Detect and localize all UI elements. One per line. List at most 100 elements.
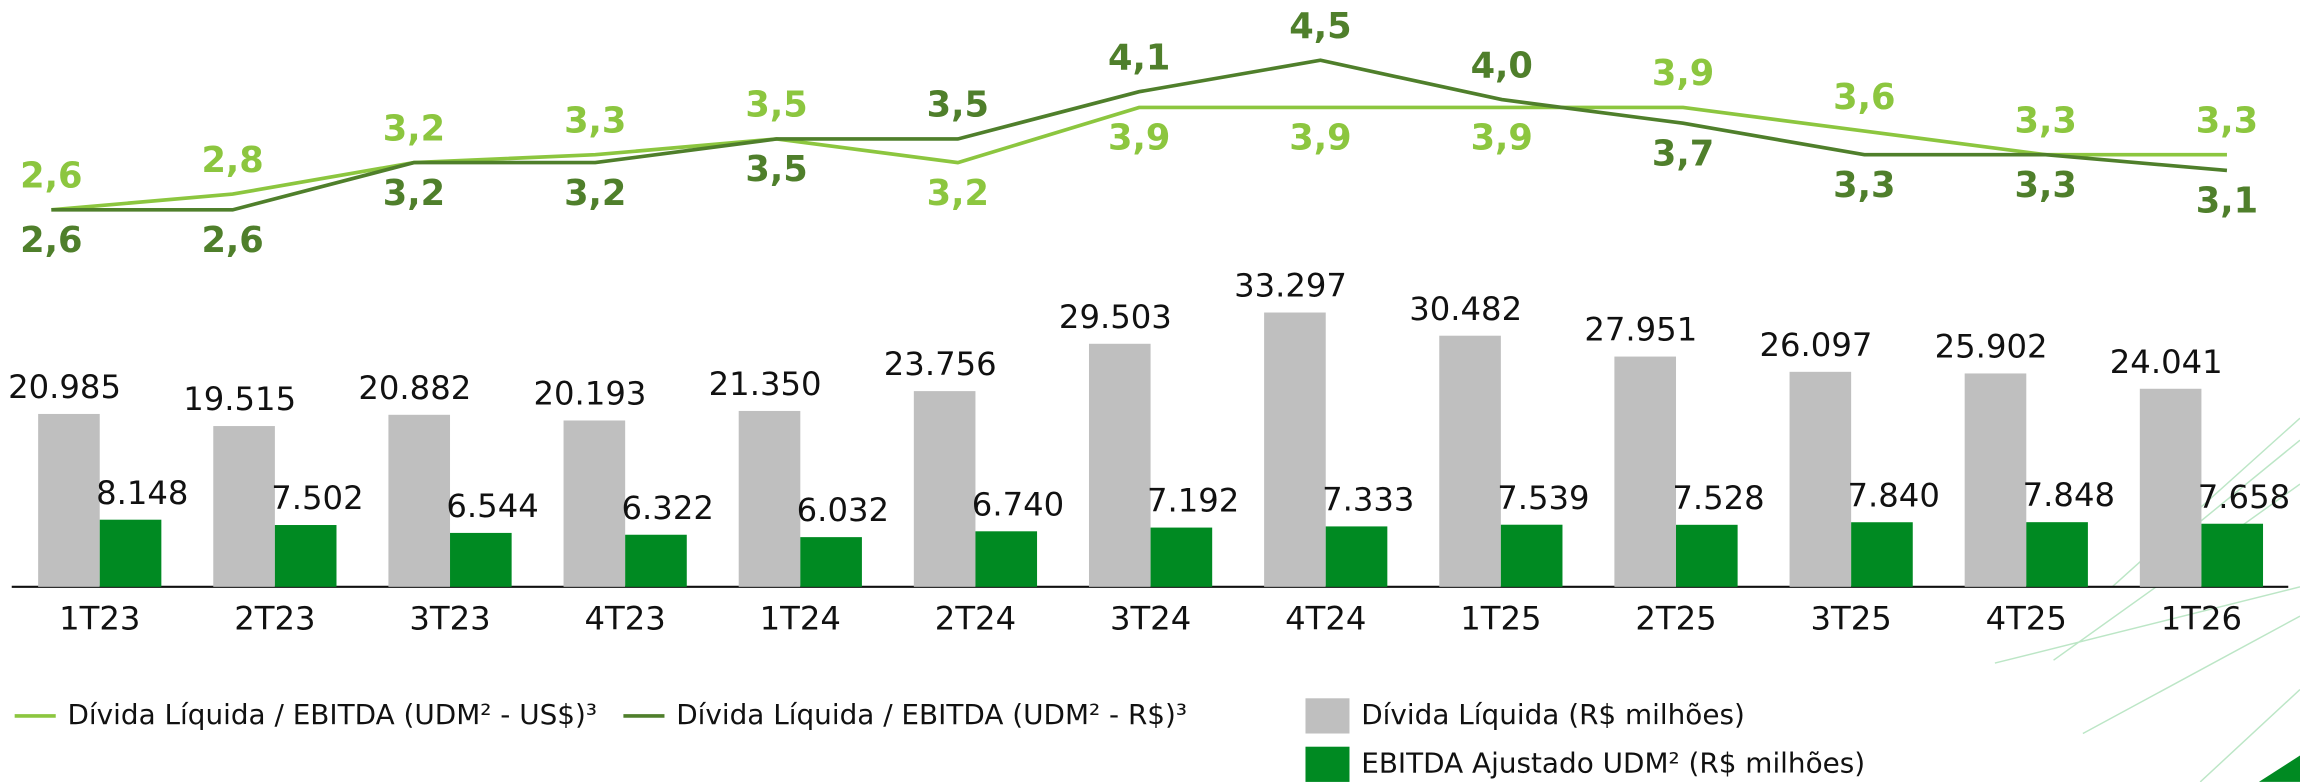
data-label: 7.658 — [2198, 478, 2290, 516]
bar — [2139, 388, 2202, 587]
data-label: 6.544 — [446, 487, 538, 525]
data-label: 3,9 — [1471, 118, 1533, 159]
bar — [388, 414, 451, 587]
data-label: 26.097 — [1759, 326, 1872, 364]
data-label: 23.756 — [884, 345, 997, 383]
data-label: 2,6 — [201, 220, 263, 261]
data-label: 4,0 — [1471, 45, 1533, 86]
data-label: 2,6 — [20, 156, 82, 197]
x-tick-label: 1T25 — [1460, 600, 1541, 638]
bar — [563, 420, 626, 587]
data-label: 33.297 — [1234, 267, 1347, 305]
bar — [1088, 343, 1151, 587]
bar — [975, 531, 1038, 587]
bar — [1150, 527, 1213, 587]
legend-label: Dívida Líquida / EBITDA (UDM² - US$)³ — [67, 698, 597, 731]
data-label: 19.515 — [183, 380, 296, 418]
bar — [625, 534, 687, 587]
data-label: 3,3 — [2014, 100, 2076, 141]
bar — [1614, 356, 1677, 587]
data-label: 4,5 — [1289, 6, 1351, 47]
bar — [2026, 522, 2088, 587]
data-label: 3,5 — [927, 85, 989, 126]
bar — [213, 426, 275, 587]
bar — [1500, 524, 1563, 587]
data-label: 7.192 — [1147, 482, 1239, 520]
line — [51, 58, 2228, 212]
data-label: 3,6 — [1833, 77, 1895, 118]
data-label: 24.041 — [2110, 343, 2223, 381]
x-tick-label: 3T24 — [1110, 600, 1191, 638]
data-label: 3,1 — [2196, 181, 2258, 222]
data-label: 21.350 — [709, 365, 822, 403]
data-label: 3,3 — [2014, 165, 2076, 206]
data-label: 29.503 — [1059, 298, 1172, 336]
data-label: 2,6 — [20, 220, 82, 261]
x-tick-label: 4T25 — [1986, 600, 2067, 638]
data-label: 4,1 — [1108, 37, 1170, 78]
bar — [1964, 373, 2027, 587]
data-label: 3,2 — [564, 173, 626, 214]
data-label: 3,2 — [383, 108, 445, 149]
legend-swatch — [1305, 746, 1350, 782]
legend-swatch — [1305, 698, 1350, 734]
data-label: 27.951 — [1584, 311, 1697, 349]
data-label: 7.502 — [271, 479, 363, 517]
data-label: 6.740 — [972, 485, 1064, 523]
data-label: 20.193 — [534, 375, 647, 413]
x-tick-label: 4T24 — [1285, 600, 1366, 638]
data-label: 7.539 — [1497, 479, 1589, 517]
data-label: 7.528 — [1672, 479, 1764, 517]
x-tick-label: 3T23 — [409, 600, 490, 638]
data-label: 6.032 — [797, 491, 889, 529]
data-label: 7.848 — [2023, 476, 2115, 514]
bar — [1851, 522, 1913, 587]
bar — [738, 410, 801, 587]
legend-label: Dívida Líquida / EBITDA (UDM² - R$)³ — [676, 698, 1187, 731]
data-label: 3,2 — [383, 173, 445, 214]
data-label: 3,2 — [927, 173, 989, 214]
bar — [274, 525, 337, 587]
legend-label: EBITDA Ajustado UDM² (R$ milhões) — [1361, 746, 1865, 779]
bar — [38, 413, 100, 587]
data-label: 3,7 — [1652, 133, 1714, 174]
data-label: 20.882 — [358, 369, 471, 407]
data-label: 30.482 — [1409, 290, 1522, 328]
data-label: 3,9 — [1289, 118, 1351, 159]
bar — [1439, 335, 1501, 587]
bar — [2201, 523, 2264, 587]
bar — [450, 532, 512, 587]
data-label: 3,9 — [1108, 118, 1170, 159]
data-label: 3,3 — [564, 100, 626, 141]
data-label: 2,8 — [201, 140, 263, 181]
x-tick-label: 1T24 — [760, 600, 841, 638]
decoration — [2258, 755, 2300, 782]
data-label: 25.902 — [1935, 328, 2048, 366]
bar — [913, 391, 976, 587]
data-label: 3,9 — [1652, 53, 1714, 94]
x-tick-label: 2T23 — [234, 600, 315, 638]
data-label: 7.333 — [1322, 480, 1414, 518]
data-label: 7.840 — [1847, 476, 1939, 514]
x-tick-label: 1T26 — [2161, 600, 2242, 638]
bar — [1325, 526, 1388, 587]
data-label: 6.322 — [622, 489, 714, 527]
x-tick-label: 4T23 — [585, 600, 666, 638]
bar — [99, 519, 162, 587]
x-tick-label: 2T24 — [935, 600, 1016, 638]
x-tick-label: 3T25 — [1810, 600, 1891, 638]
data-label: 3,5 — [745, 149, 807, 190]
data-label: 3,3 — [1833, 165, 1895, 206]
data-label: 20.985 — [8, 368, 121, 406]
x-tick-label: 2T25 — [1635, 600, 1716, 638]
data-label: 3,3 — [2196, 100, 2258, 141]
bar — [1789, 371, 1852, 587]
data-label: 3,5 — [745, 85, 807, 126]
bar — [1264, 312, 1326, 587]
bar — [1676, 524, 1738, 587]
legend-label: Dívida Líquida (R$ milhões) — [1361, 698, 1745, 731]
data-label: 8.148 — [96, 474, 188, 512]
bar — [800, 537, 862, 587]
x-tick-label: 1T23 — [59, 600, 140, 638]
